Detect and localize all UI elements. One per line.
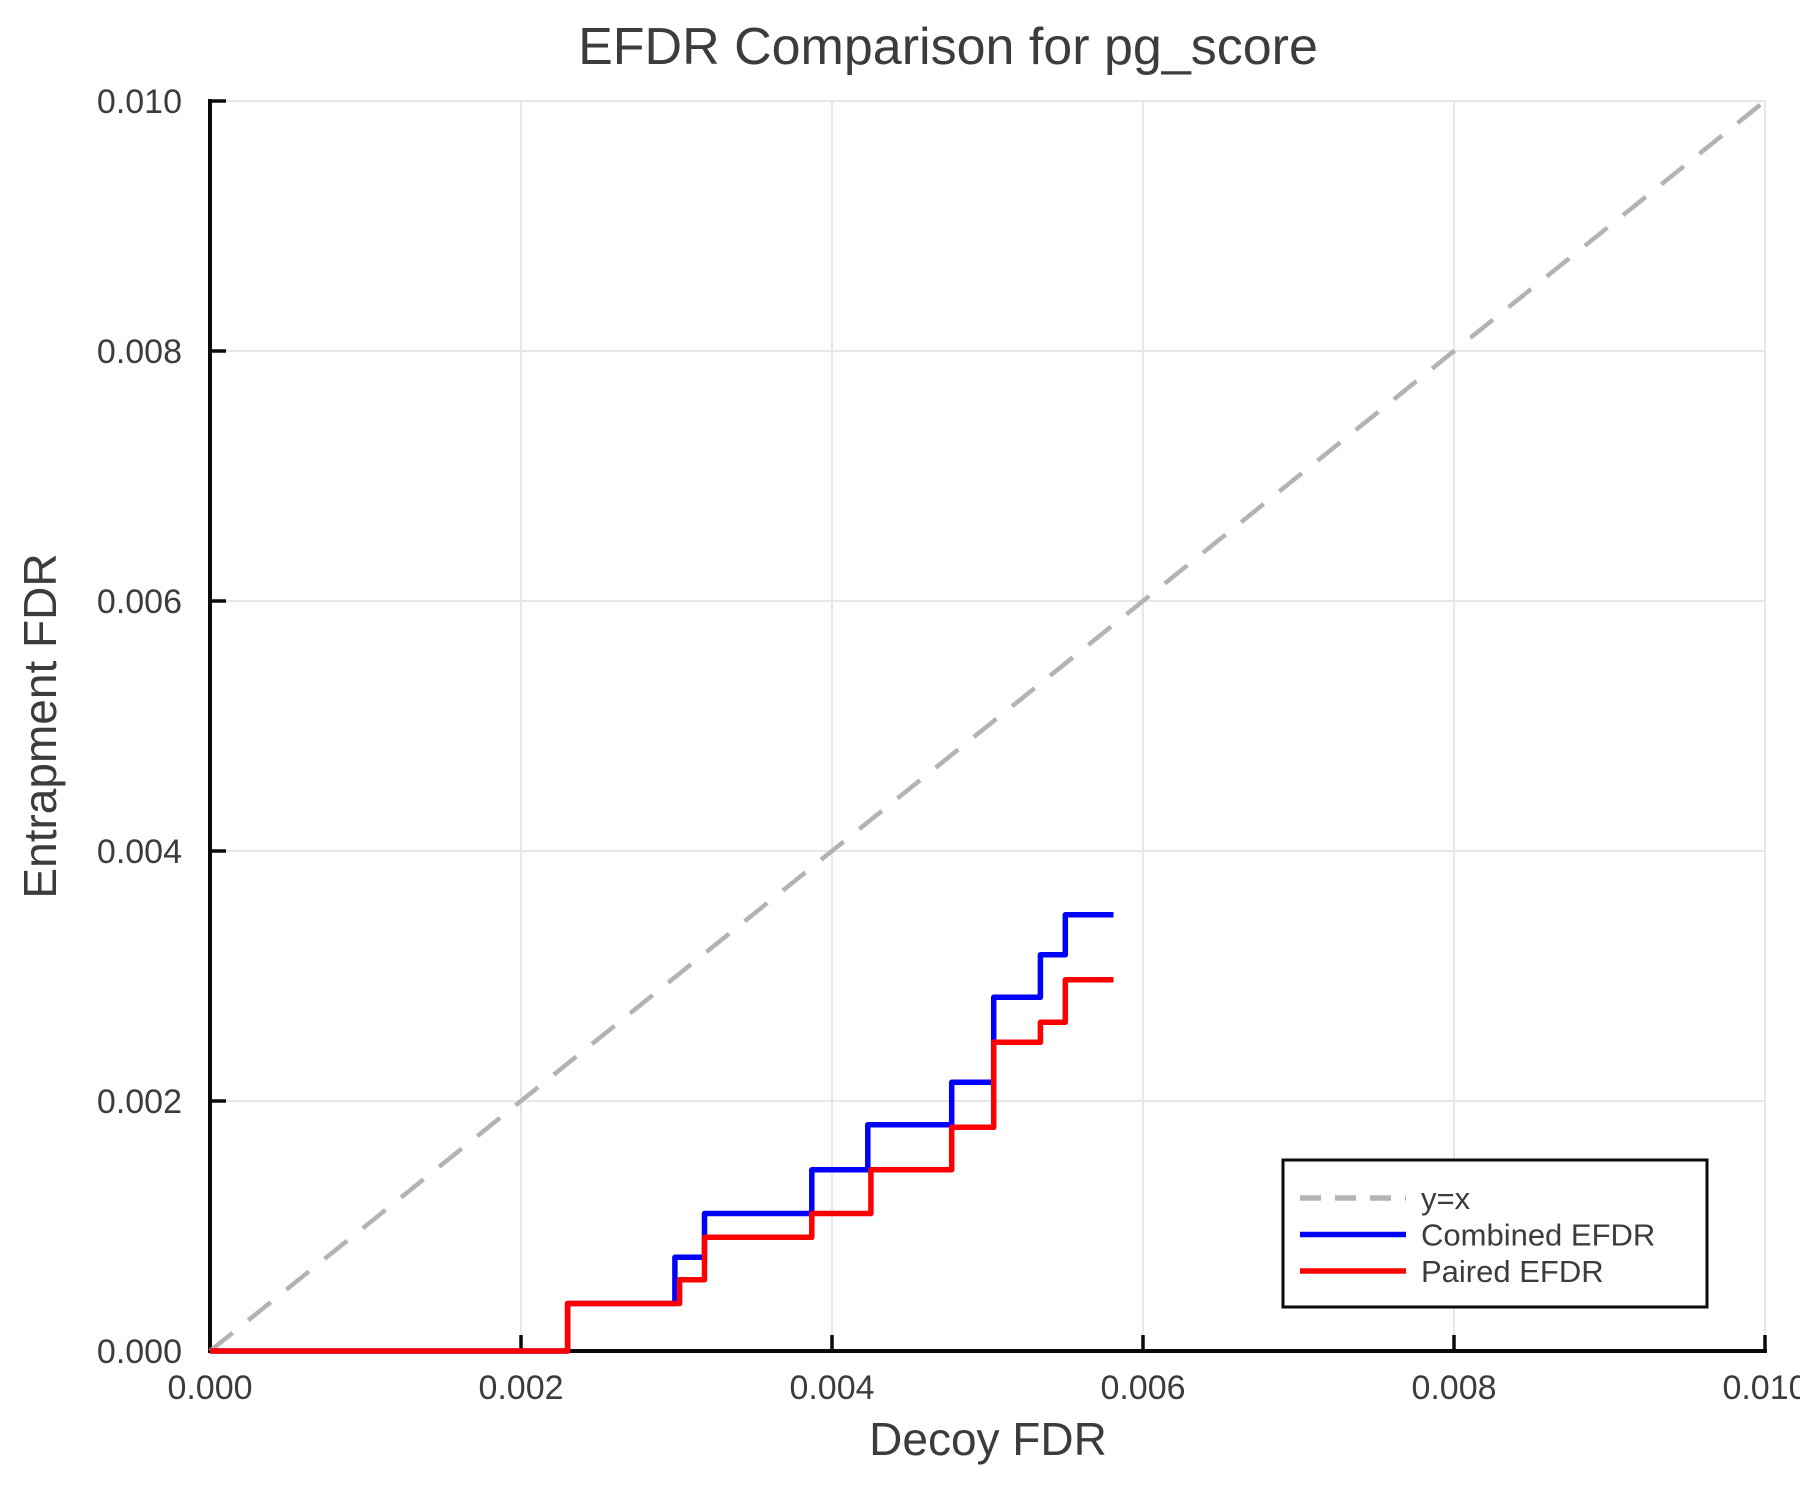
legend-item-label: y=x	[1421, 1181, 1471, 1216]
x-tick-label: 0.010	[1722, 1369, 1800, 1407]
y-tick-label: 0.000	[97, 1333, 182, 1371]
y-axis-label: Entrapment FDR	[14, 553, 66, 898]
y-tick-label: 0.002	[97, 1083, 182, 1121]
x-tick-label: 0.008	[1411, 1369, 1496, 1407]
combined-efdr-line	[210, 912, 1114, 1354]
paired-efdr-line	[210, 977, 1114, 1354]
y-tick-label: 0.004	[97, 833, 182, 871]
chart-title: EFDR Comparison for pg_score	[578, 18, 1318, 76]
axis-layer: 0.000 0.002 0.004 0.006 0.008 0.010 0.000 0.002…	[97, 83, 1800, 1407]
x-tick-label: 0.000	[167, 1369, 252, 1407]
identity-line	[208, 99, 1767, 1353]
y-tick-label: 0.006	[97, 583, 182, 621]
x-tick-label: 0.004	[789, 1369, 874, 1407]
series-layer	[208, 99, 1767, 1354]
x-tick-label: 0.006	[1100, 1369, 1185, 1407]
y-tick-label: 0.008	[97, 333, 182, 371]
x-tick-label: 0.002	[478, 1369, 563, 1407]
y-tick-label: 0.010	[97, 83, 182, 121]
legend-item-label: Paired EFDR	[1421, 1254, 1604, 1289]
legend-item-label: Combined EFDR	[1421, 1218, 1655, 1253]
x-axis-label: Decoy FDR	[869, 1413, 1107, 1465]
